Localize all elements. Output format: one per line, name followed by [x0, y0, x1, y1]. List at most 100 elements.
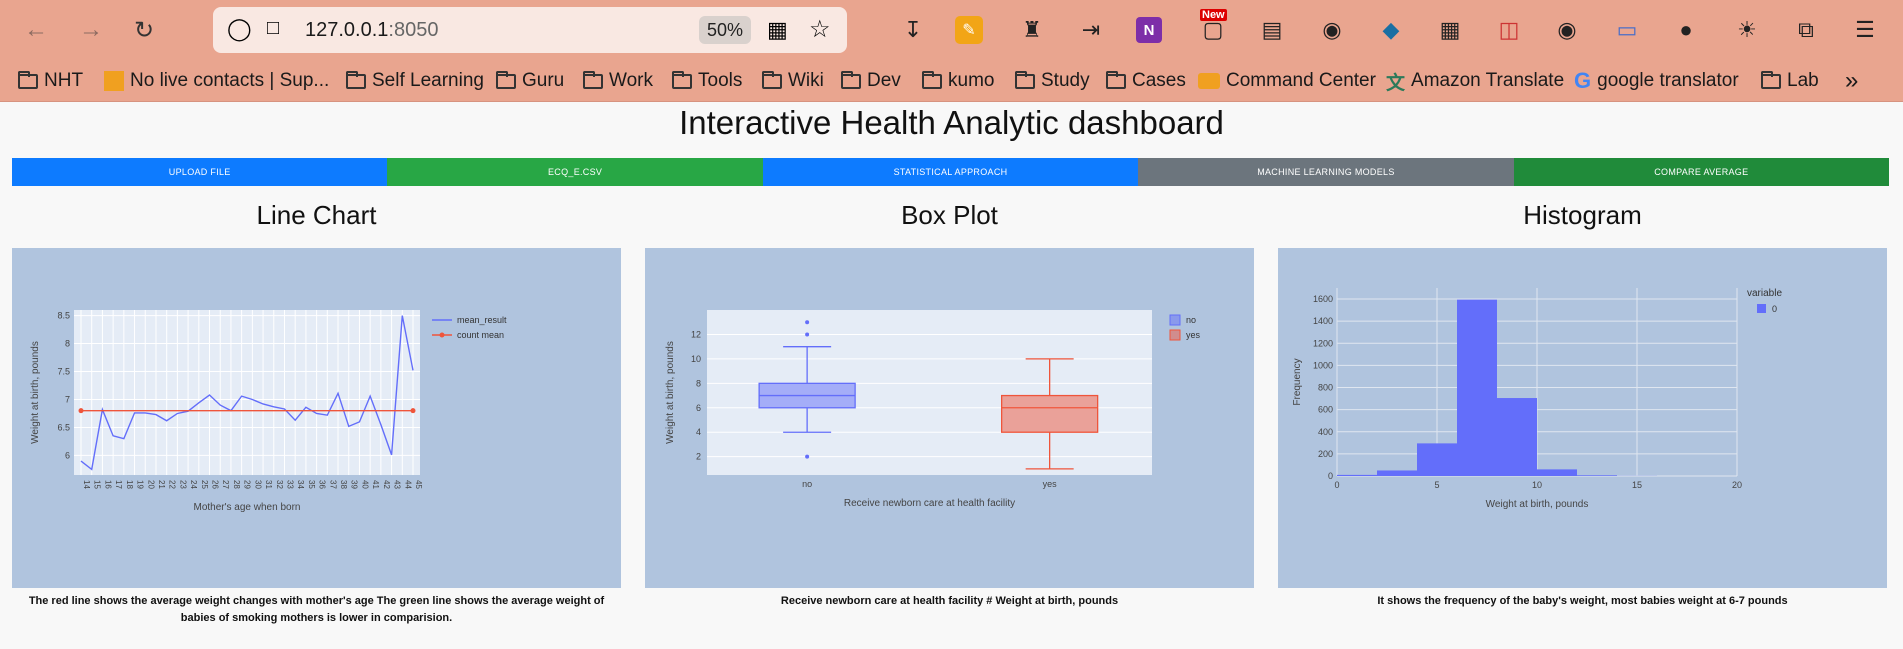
- bookmark-item[interactable]: Command Center: [1198, 68, 1376, 94]
- folder-icon: [1106, 70, 1126, 89]
- bookmark-extension-icon[interactable]: ▭: [1616, 17, 1638, 42]
- box-body: [1000, 394, 1099, 433]
- x-tick-label: 44: [403, 480, 412, 489]
- x-tick-label: 21: [157, 480, 166, 489]
- x-tick-label: 38: [339, 480, 348, 489]
- x-tick-label: 0: [1334, 480, 1339, 490]
- y-tick-label: 2: [696, 452, 701, 462]
- onenote-icon[interactable]: N: [1136, 17, 1162, 43]
- url-text[interactable]: 127.0.0.1:8050: [305, 19, 439, 41]
- x-tick-label: 10: [1532, 480, 1542, 490]
- bookmark-item[interactable]: Study: [1015, 68, 1090, 94]
- x-tick-label: 19: [136, 480, 145, 489]
- series-point: [78, 408, 84, 414]
- extensions-puzzle-icon[interactable]: ⧉: [1798, 17, 1814, 42]
- y-tick-label: 8: [696, 378, 701, 388]
- shield-icon[interactable]: ◯: [227, 16, 252, 41]
- bookmarks-bar: [0, 60, 1903, 102]
- x-tick-label: 39: [350, 480, 359, 489]
- tab-upload-file[interactable]: UPLOAD FILE: [12, 158, 388, 186]
- tab-ecq-csv[interactable]: ECQ_E.CSV: [387, 158, 763, 186]
- histogram-bar: [1417, 443, 1457, 476]
- bookmark-item[interactable]: Cases: [1106, 68, 1186, 94]
- reload-icon[interactable]: ↻: [133, 16, 155, 44]
- x-tick-label: 22: [168, 480, 177, 489]
- bookmark-star-icon[interactable]: ☆: [809, 16, 831, 43]
- histogram-bar: [1377, 470, 1417, 476]
- series-point: [410, 408, 416, 414]
- bookmark-item[interactable]: NHT: [18, 68, 83, 94]
- calendar-extension-icon[interactable]: ▤: [1261, 17, 1283, 42]
- legend-marker: [439, 332, 445, 338]
- box-plot-title: Box Plot: [901, 200, 998, 230]
- bookmark-item[interactable]: Self Learning: [346, 68, 484, 94]
- folder-icon: [672, 70, 692, 89]
- url-bar[interactable]: ◯ □ 127.0.0.1:8050 50% ▦ ☆: [213, 7, 847, 53]
- x-tick-label: 18: [125, 480, 134, 489]
- histogram-bar: [1537, 469, 1577, 476]
- bookmark-item[interactable]: Guru: [496, 68, 564, 94]
- box-outlier: [805, 332, 810, 337]
- tab-machine-learning-models[interactable]: MACHINE LEARNING MODELS: [1138, 158, 1514, 186]
- legend-label: no: [1186, 315, 1196, 325]
- x-tick-label: 31: [264, 480, 273, 489]
- x-tick-label: 37: [328, 480, 337, 489]
- tab-compare-average[interactable]: COMPARE AVERAGE: [1513, 158, 1890, 186]
- y-axis-title: Frequency: [1292, 358, 1303, 405]
- app-icon: [1198, 73, 1220, 89]
- zoom-level[interactable]: 50%: [699, 16, 751, 44]
- bookmark-item[interactable]: No live contacts | Sup...: [104, 68, 329, 94]
- menu-hamburger-icon[interactable]: ☰: [1855, 17, 1875, 42]
- box-plot-svg[interactable]: 2 4 6 8 10 12 no no yes yes Receive newborn care a…: [645, 248, 1254, 588]
- back-icon[interactable]: ←: [24, 16, 48, 43]
- sun-extension-icon[interactable]: ☀: [1737, 17, 1757, 42]
- bookmark-item[interactable]: 文 Amazon Translate: [1386, 68, 1564, 94]
- y-tick-label: 4: [696, 427, 701, 437]
- folder-icon: [496, 70, 516, 89]
- folder-icon: [18, 70, 38, 89]
- x-axis-title: Receive newborn care at health facility: [844, 498, 1015, 509]
- clipboard-extension-icon[interactable]: ◫: [1498, 17, 1520, 42]
- ghost-extension-icon[interactable]: ◉: [1557, 17, 1577, 42]
- folder-icon: [1761, 70, 1781, 89]
- y-tick-label: 0: [1328, 471, 1333, 481]
- x-tick-label: no: [802, 479, 812, 489]
- y-tick-label: 10: [691, 354, 701, 364]
- tab-statistical-approach[interactable]: STATISTICAL APPROACH: [762, 158, 1139, 186]
- bookmark-item[interactable]: Lab: [1761, 68, 1819, 94]
- diamond-extension-icon[interactable]: ◆: [1382, 17, 1400, 42]
- histogram-svg[interactable]: 0 200 400 600 800 1000 1200 1400 1600 0 5 10 15 20 Wei…: [1278, 248, 1887, 588]
- bookmark-item[interactable]: Wiki: [762, 68, 824, 94]
- spy-extension-icon[interactable]: ●: [1679, 17, 1693, 42]
- y-tick-label: 1600: [1313, 294, 1333, 304]
- legend-label: yes: [1186, 330, 1201, 340]
- y-axis-title: Weight at birth, pounds: [30, 341, 41, 444]
- bookmark-item[interactable]: Work: [583, 68, 653, 94]
- pencil-extension-icon[interactable]: ✎: [955, 16, 983, 44]
- box-plot[interactable]: 2 4 6 8 10 12 no no yes yes Receive newborn care a…: [645, 248, 1254, 588]
- y-tick-label: 1200: [1313, 338, 1333, 348]
- monkey-extension-icon[interactable]: ◉: [1322, 17, 1342, 42]
- extension-icon-ninja[interactable]: ♜: [1022, 17, 1042, 42]
- histogram-bar: [1577, 475, 1617, 476]
- new-extension-icon[interactable]: New ▢: [1200, 9, 1227, 42]
- forward-icon[interactable]: →: [79, 16, 103, 43]
- x-tick-label: 24: [189, 480, 198, 489]
- bookmark-item[interactable]: Tools: [672, 68, 742, 94]
- x-tick-label: 15: [1632, 480, 1642, 490]
- line-chart[interactable]: 6 6.5 7 7.5 8 8.5 14 15 16 17 18 19 20 21 22 23 24 25 26 27…: [12, 248, 621, 588]
- x-tick-label: 14: [82, 480, 91, 489]
- line-chart-svg[interactable]: 6 6.5 7 7.5 8 8.5 14 15 16 17 18 19 20 21 22 23 24 25 26 27…: [12, 248, 621, 588]
- bookmark-item[interactable]: Dev: [841, 68, 901, 94]
- histogram[interactable]: 0 200 400 600 800 1000 1200 1400 1600 0 5 10 15 20 Wei…: [1278, 248, 1887, 588]
- bookmark-item[interactable]: kumo: [922, 68, 994, 94]
- apps-grid-icon[interactable]: ▦: [1439, 17, 1461, 42]
- more-bookmarks-icon[interactable]: »: [1845, 67, 1859, 94]
- page-info-icon[interactable]: □: [267, 17, 280, 39]
- download-icon[interactable]: ↧: [903, 17, 923, 42]
- x-tick-label: 15: [93, 480, 102, 489]
- x-tick-label: 20: [1732, 480, 1742, 490]
- sign-in-icon[interactable]: ⇥: [1081, 17, 1101, 42]
- qr-code-icon[interactable]: ▦: [767, 17, 788, 42]
